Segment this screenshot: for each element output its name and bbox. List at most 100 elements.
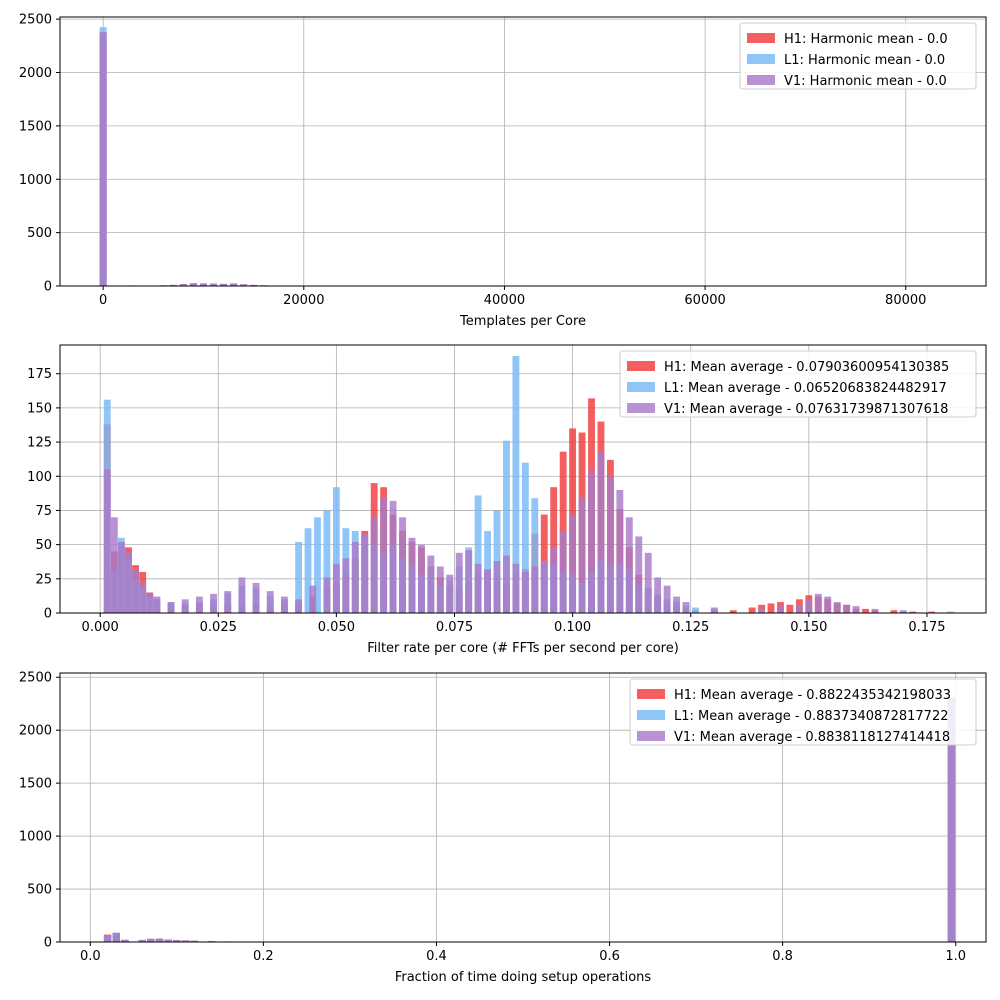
- x-tick-label: 0.4: [426, 949, 447, 964]
- histogram-bar: [323, 577, 331, 613]
- histogram-bar: [805, 599, 813, 613]
- histogram-bar: [521, 462, 529, 613]
- x-tick-label: 0.100: [554, 620, 591, 635]
- histogram-bar: [588, 470, 595, 613]
- histogram-bar: [389, 500, 397, 613]
- histogram-bar: [399, 517, 406, 613]
- legend-box: [619, 350, 977, 418]
- histogram-bar: [132, 569, 140, 613]
- histogram-bar: [654, 577, 662, 613]
- x-axis-title: Fraction of time doing setup operations: [395, 970, 652, 985]
- histogram-bar: [427, 555, 435, 613]
- histogram-bar: [250, 284, 258, 286]
- histogram-bar: [139, 582, 147, 613]
- legend-swatch: [637, 689, 665, 699]
- histogram-bar: [597, 451, 605, 613]
- y-tick-label: 2000: [19, 724, 52, 739]
- y-tick-label: 25: [35, 572, 52, 587]
- histogram-bar: [814, 593, 822, 613]
- legend-swatch: [627, 403, 655, 413]
- legend-label: H1: Harmonic mean - 0.0: [784, 32, 948, 47]
- x-axis-title: Filter rate per core (# FFTs per second …: [367, 641, 679, 656]
- legend-label: H1: Mean average - 0.8822435342198033: [674, 688, 951, 703]
- histogram-bar: [710, 607, 718, 613]
- histogram-bar: [890, 610, 898, 613]
- histogram-bar: [446, 574, 454, 613]
- series-3-bars: [99, 32, 278, 286]
- legend-swatch: [747, 75, 775, 85]
- histogram-bar: [625, 517, 633, 613]
- histogram-bar: [190, 940, 198, 942]
- y-tick-label: 500: [27, 883, 52, 898]
- histogram-bar: [947, 697, 956, 942]
- axes-frame: [59, 344, 987, 614]
- histogram-bar: [493, 561, 501, 613]
- x-tick-label: 0.175: [908, 620, 945, 635]
- legend-box: [739, 22, 977, 90]
- histogram-bar: [644, 552, 652, 613]
- histogram-bar: [230, 283, 238, 286]
- histogram-bar: [578, 498, 586, 613]
- histogram-bar: [521, 571, 529, 613]
- y-tick-label: 1500: [19, 119, 52, 134]
- histogram-bar: [103, 935, 112, 942]
- histogram-bar: [189, 283, 197, 286]
- histogram-bar: [309, 585, 317, 613]
- histogram-bar: [899, 610, 907, 613]
- legend: H1: Harmonic mean - 0.0 L1: Harmonic mean…: [739, 22, 977, 90]
- x-tick-label: 0: [99, 293, 107, 308]
- histogram-bar: [167, 602, 175, 613]
- y-tick-label: 1000: [19, 830, 52, 845]
- histogram-bar: [824, 596, 832, 613]
- histogram-bar: [181, 940, 190, 942]
- axes-frame: [59, 16, 987, 287]
- histogram-bar: [748, 607, 756, 613]
- histogram-bar: [295, 541, 303, 613]
- histogram-bar: [361, 533, 369, 613]
- histogram-bar: [351, 541, 359, 613]
- histogram-bar: [692, 607, 699, 613]
- histogram-bar: [777, 606, 784, 613]
- histogram-bar: [663, 585, 671, 613]
- legend-swatch: [747, 33, 775, 43]
- x-tick-label: 1.0: [945, 949, 966, 964]
- legend-label: V1: Mean average - 0.07631739871307618: [664, 402, 948, 417]
- histogram-bar: [417, 544, 425, 613]
- x-tick-label: 0.2: [253, 949, 274, 964]
- histogram-bar: [833, 602, 841, 613]
- histogram-bar: [436, 566, 444, 613]
- x-tick-label: 0.6: [599, 949, 620, 964]
- histogram-bar: [209, 283, 218, 286]
- histogram-bar: [210, 593, 217, 613]
- legend: H1: Mean average - 0.8822435342198033 L1:…: [629, 678, 977, 746]
- x-tick-label: 40000: [484, 293, 525, 308]
- histogram-bar: [169, 284, 177, 286]
- y-tick-label: 175: [27, 367, 52, 382]
- histogram-bar: [252, 582, 260, 613]
- histogram-bar: [240, 284, 248, 286]
- histogram-bar: [852, 606, 860, 613]
- histogram-bar: [332, 487, 340, 613]
- y-tick-label: 2500: [19, 13, 52, 28]
- y-tick-label: 1500: [19, 777, 52, 792]
- histogram-bar: [138, 939, 146, 942]
- histogram-bar: [110, 517, 118, 613]
- histogram-bar: [606, 476, 614, 613]
- x-tick-label: 0.150: [790, 620, 827, 635]
- x-tick-label: 80000: [885, 293, 926, 308]
- histogram-bar: [314, 517, 321, 613]
- histogram-bar: [455, 552, 463, 613]
- chart-panel-2: 0.000 0.025 0.050 0.075 0.100 0.125 0.150 0.175…: [27, 344, 987, 656]
- legend-swatch: [627, 382, 655, 392]
- legend-swatch: [627, 361, 655, 371]
- y-tick-label: 125: [27, 436, 52, 451]
- chart-panel-1: 0 20000 40000 60000 80000 0 500 1000 1500 2000 250…: [19, 13, 987, 329]
- histogram-bar: [767, 603, 775, 613]
- histogram-bar: [99, 32, 107, 286]
- legend-label: L1: Mean average - 0.8837340872817722: [674, 709, 949, 724]
- histogram-bar: [909, 611, 917, 613]
- x-tick-label: 0.125: [672, 620, 709, 635]
- histogram-bar: [540, 561, 548, 613]
- histogram-bar: [332, 563, 340, 613]
- x-tick-label: 0.0: [80, 949, 101, 964]
